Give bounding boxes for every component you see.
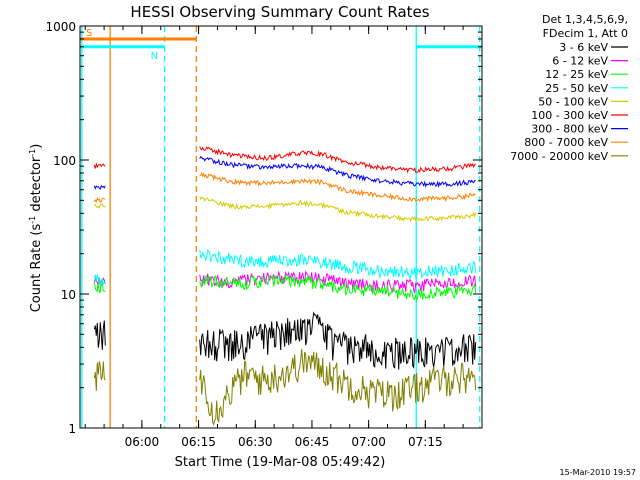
legend-item-7: 300 - 800 keV bbox=[531, 123, 628, 136]
plot-frame bbox=[79, 25, 483, 429]
series-2-segment-2 bbox=[199, 270, 477, 294]
y-tick-label-4: 1000 bbox=[45, 20, 76, 34]
legend: Det 1,3,4,5,6,9, FDecim 1, Att 0 3 - 6 k… bbox=[510, 13, 628, 163]
x-tick-label-2: 06:15 bbox=[181, 435, 216, 449]
annotation-label-n: N bbox=[151, 51, 158, 62]
y-label-exp-2: -1 bbox=[28, 149, 37, 157]
series-7-segment-1 bbox=[93, 184, 106, 190]
x-tick-label-5: 07:00 bbox=[351, 435, 386, 449]
series-8-segment-1 bbox=[93, 196, 106, 203]
y-tick-label-1: 1 bbox=[68, 422, 76, 436]
series-6 bbox=[93, 146, 477, 174]
series-1-segment-1 bbox=[93, 320, 106, 350]
mode-annotations: SN bbox=[80, 28, 482, 62]
vertical-markers bbox=[81, 26, 481, 428]
legend-header-2: FDecim 1, Att 0 bbox=[543, 27, 628, 40]
x-tick-label-3: 06:30 bbox=[238, 435, 273, 449]
legend-label-4: 25 - 50 keV bbox=[545, 82, 608, 95]
annotation-label-s: S bbox=[86, 28, 92, 39]
series-6-segment-2 bbox=[199, 146, 477, 174]
series-9-segment-1 bbox=[93, 361, 106, 391]
legend-label-6: 100 - 300 keV bbox=[531, 109, 608, 122]
series-8-segment-2 bbox=[199, 171, 476, 203]
series-5-segment-2 bbox=[199, 196, 477, 223]
legend-label-3: 12 - 25 keV bbox=[545, 68, 608, 81]
chart-title: HESSI Observing Summary Count Rates bbox=[130, 3, 429, 21]
series-lines bbox=[93, 146, 477, 427]
series-9-segment-2 bbox=[199, 348, 477, 427]
legend-item-6: 100 - 300 keV bbox=[531, 109, 628, 122]
series-7 bbox=[93, 155, 476, 190]
legend-item-5: 50 - 100 keV bbox=[538, 95, 628, 108]
legend-item-8: 800 - 7000 keV bbox=[524, 136, 628, 149]
y-axis-label: Count Rate (s-1 detector-1) bbox=[28, 144, 44, 313]
legend-label-2: 6 - 12 keV bbox=[552, 55, 608, 68]
x-tick-label-6: 07:15 bbox=[408, 435, 443, 449]
series-4-segment-2 bbox=[199, 248, 477, 280]
series-5-segment-1 bbox=[94, 203, 106, 209]
x-axis-label: Start Time (19-Mar-08 05:49:42) bbox=[175, 455, 386, 470]
x-tick-label-4: 06:45 bbox=[295, 435, 330, 449]
series-9 bbox=[93, 348, 477, 427]
series-5 bbox=[94, 196, 477, 223]
legend-label-1: 3 - 6 keV bbox=[559, 41, 608, 54]
legend-label-9: 7000 - 20000 keV bbox=[510, 150, 608, 163]
series-3 bbox=[93, 274, 477, 302]
render-timestamp: 15-Mar-2010 19:57 bbox=[560, 468, 637, 477]
plot-area bbox=[80, 26, 482, 428]
y-tick-label-2: 10 bbox=[61, 288, 76, 302]
legend-item-3: 12 - 25 keV bbox=[545, 68, 628, 81]
series-7-segment-2 bbox=[199, 155, 476, 189]
legend-item-1: 3 - 6 keV bbox=[559, 41, 628, 54]
y-label-exp-1: -1 bbox=[28, 216, 37, 224]
legend-item-9: 7000 - 20000 keV bbox=[510, 150, 628, 163]
series-4-segment-1 bbox=[93, 273, 106, 287]
x-tick-label-1: 06:00 bbox=[125, 435, 160, 449]
legend-label-5: 50 - 100 keV bbox=[538, 95, 608, 108]
series-4 bbox=[93, 248, 477, 287]
series-6-segment-1 bbox=[93, 162, 106, 169]
legend-label-7: 300 - 800 keV bbox=[531, 123, 608, 136]
y-tick-label-3: 100 bbox=[53, 154, 76, 168]
series-3-segment-1 bbox=[93, 279, 106, 294]
series-3-segment-2 bbox=[199, 274, 477, 302]
legend-label-8: 800 - 7000 keV bbox=[524, 136, 608, 149]
plot-background bbox=[80, 26, 482, 428]
y-label-part-1: Count Rate (s bbox=[29, 224, 44, 313]
series-8 bbox=[93, 171, 476, 203]
series-1-segment-2 bbox=[199, 311, 477, 370]
legend-item-4: 25 - 50 keV bbox=[545, 82, 628, 95]
axes: 1 10 100 1000 06:00 06:15 06:30 06:45 07:00 07:15 bbox=[45, 20, 483, 449]
y-label-part-2: detector bbox=[29, 156, 44, 216]
legend-item-2: 6 - 12 keV bbox=[552, 55, 628, 68]
legend-header-1: Det 1,3,4,5,6,9, bbox=[542, 13, 628, 26]
y-label-part-3: ) bbox=[29, 144, 44, 149]
series-1 bbox=[93, 311, 477, 370]
